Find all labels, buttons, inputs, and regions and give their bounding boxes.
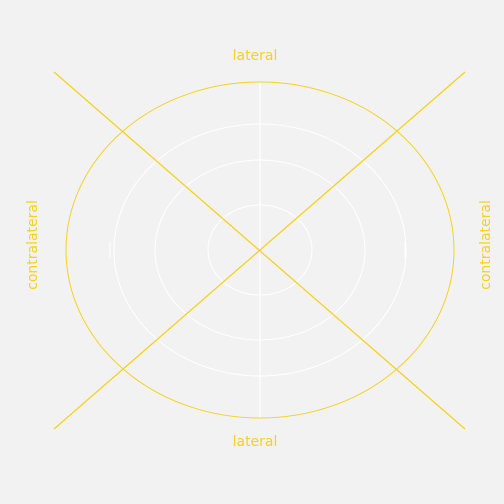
label-top: lateral: [233, 48, 278, 64]
label-bottom: lateral: [233, 434, 278, 450]
outer-boundary-ellipse: [65, 81, 455, 419]
label-right: contralateral: [478, 200, 494, 290]
diagonal-line-ascending: [53, 71, 466, 430]
label-left: contralateral: [25, 200, 41, 290]
